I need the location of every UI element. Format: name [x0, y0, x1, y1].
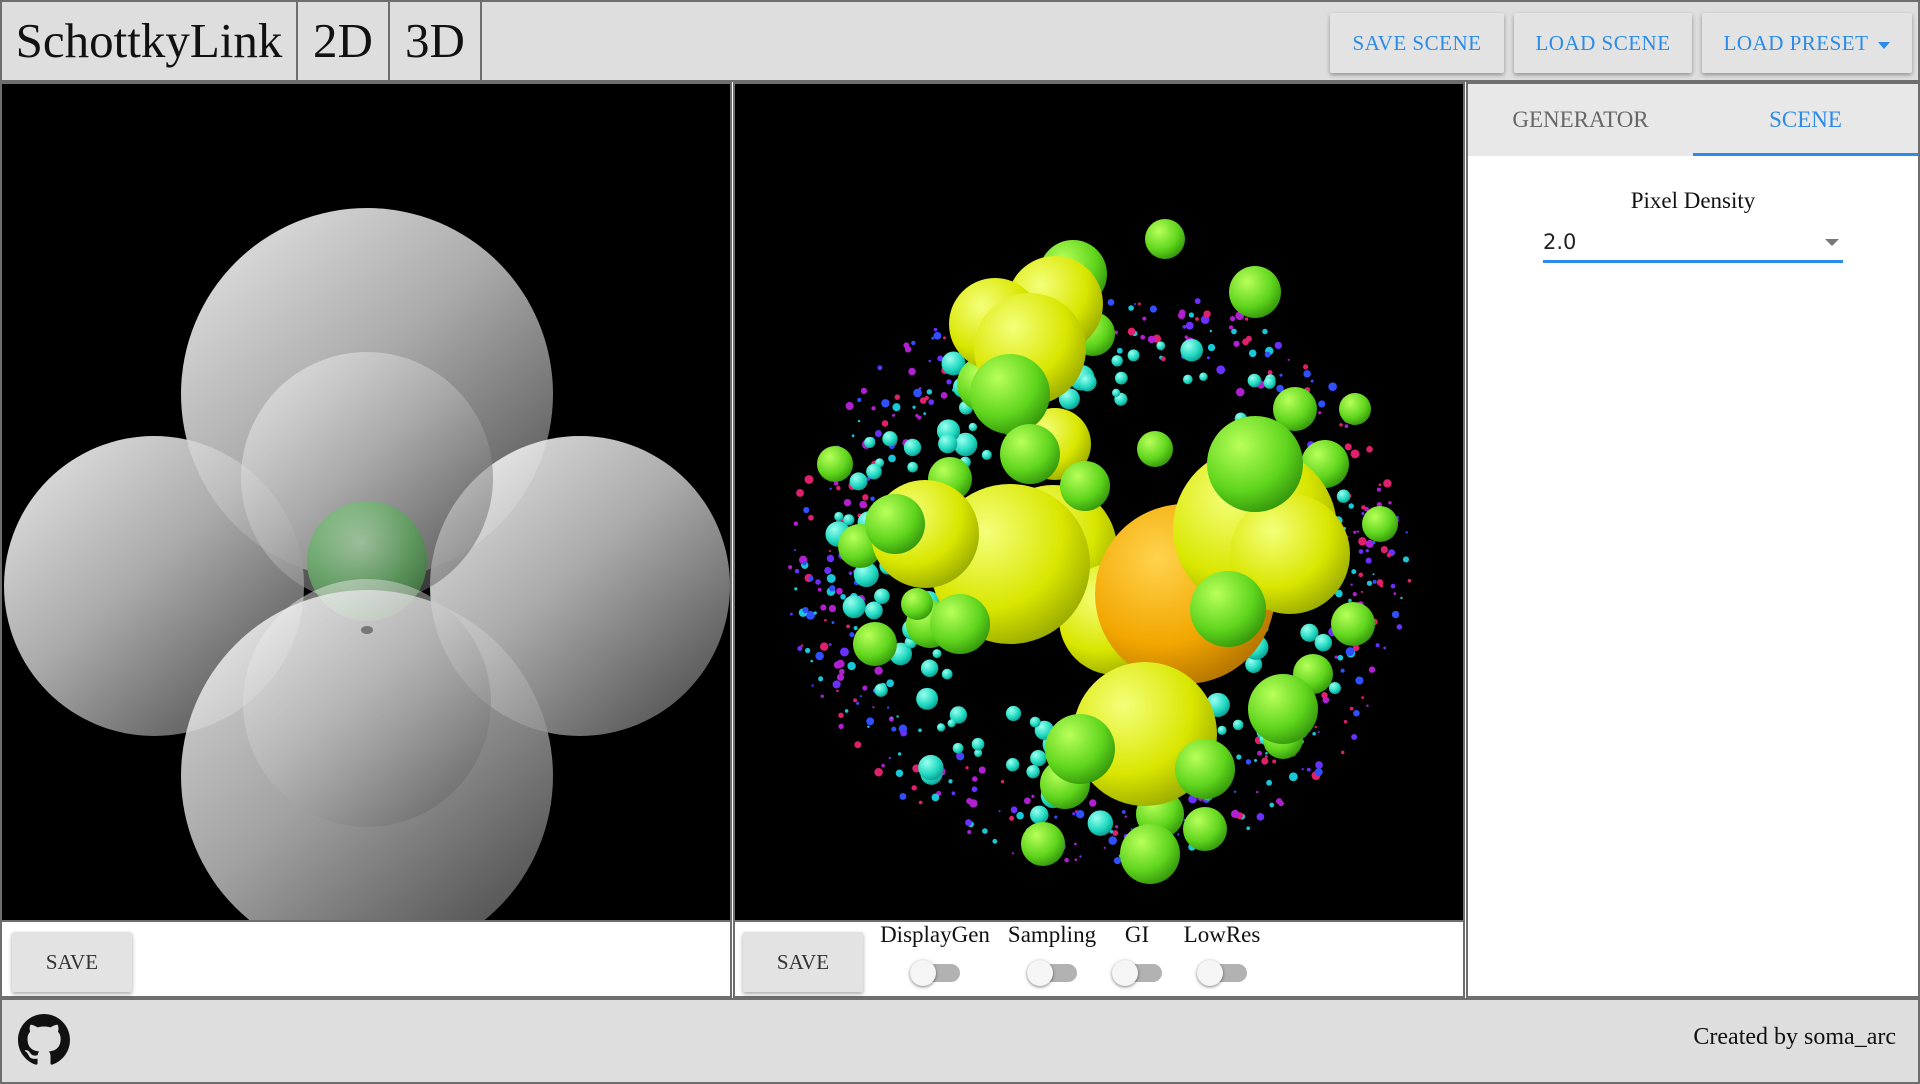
load-preset-button[interactable]: LOAD PRESET [1702, 13, 1912, 73]
pixel-density-value: 2.0 [1543, 230, 1577, 254]
settings-panel: GENERATOR SCENE Pixel Density 2.0 [1466, 82, 1920, 998]
pixel-density-select[interactable]: 2.0 [1543, 224, 1843, 263]
render-canvas[interactable] [735, 84, 1463, 922]
limit-set-render [788, 219, 1412, 884]
mode-2d-link[interactable]: 2D [298, 2, 390, 80]
toggle-displaygen-switch[interactable] [910, 960, 960, 986]
tab-scene[interactable]: SCENE [1693, 84, 1918, 156]
save-scene-button[interactable]: SAVE SCENE [1330, 13, 1504, 73]
mode-3d-link[interactable]: 3D [390, 2, 482, 80]
toggle-gi[interactable]: GI [1107, 922, 1167, 986]
load-scene-button[interactable]: LOAD SCENE [1514, 13, 1692, 73]
caret-down-icon [1878, 41, 1891, 49]
save-2d-button[interactable]: SAVE [12, 932, 132, 992]
render-view-panel: SAVE DisplayGen Sampling GI LowRes [733, 82, 1465, 998]
app-title: SchottkyLink [2, 2, 298, 80]
pixel-density-label: Pixel Density [1630, 188, 1756, 213]
generator-view-panel: SAVE [0, 82, 732, 998]
toggle-lowres[interactable]: LowRes [1167, 922, 1277, 986]
tab-generator[interactable]: GENERATOR [1512, 107, 1649, 132]
github-icon[interactable] [18, 1014, 70, 1066]
toggle-sampling[interactable]: Sampling [997, 922, 1107, 986]
generator-canvas[interactable] [2, 84, 730, 922]
app-header: SchottkyLink 2D 3D SAVE SCENE LOAD SCENE… [0, 0, 1920, 82]
toggle-gi-label: GI [1124, 922, 1150, 947]
app-footer: Created by soma_arc [0, 998, 1920, 1084]
toggle-displaygen[interactable]: DisplayGen [875, 922, 995, 986]
toggle-gi-switch[interactable] [1112, 960, 1162, 986]
toggle-displaygen-label: DisplayGen [880, 922, 990, 947]
toggle-lowres-label: LowRes [1183, 922, 1261, 947]
generator-spheres-render [4, 208, 730, 920]
load-preset-label: LOAD PRESET [1723, 31, 1869, 55]
save-3d-button[interactable]: SAVE [743, 932, 863, 992]
toggle-sampling-switch[interactable] [1027, 960, 1077, 986]
dropdown-arrow-icon [1825, 239, 1839, 246]
footer-credit: Created by soma_arc [1693, 1024, 1896, 1050]
toggle-sampling-label: Sampling [1007, 922, 1097, 947]
settings-tabs: GENERATOR SCENE [1468, 84, 1918, 156]
toggle-lowres-switch[interactable] [1197, 960, 1247, 986]
